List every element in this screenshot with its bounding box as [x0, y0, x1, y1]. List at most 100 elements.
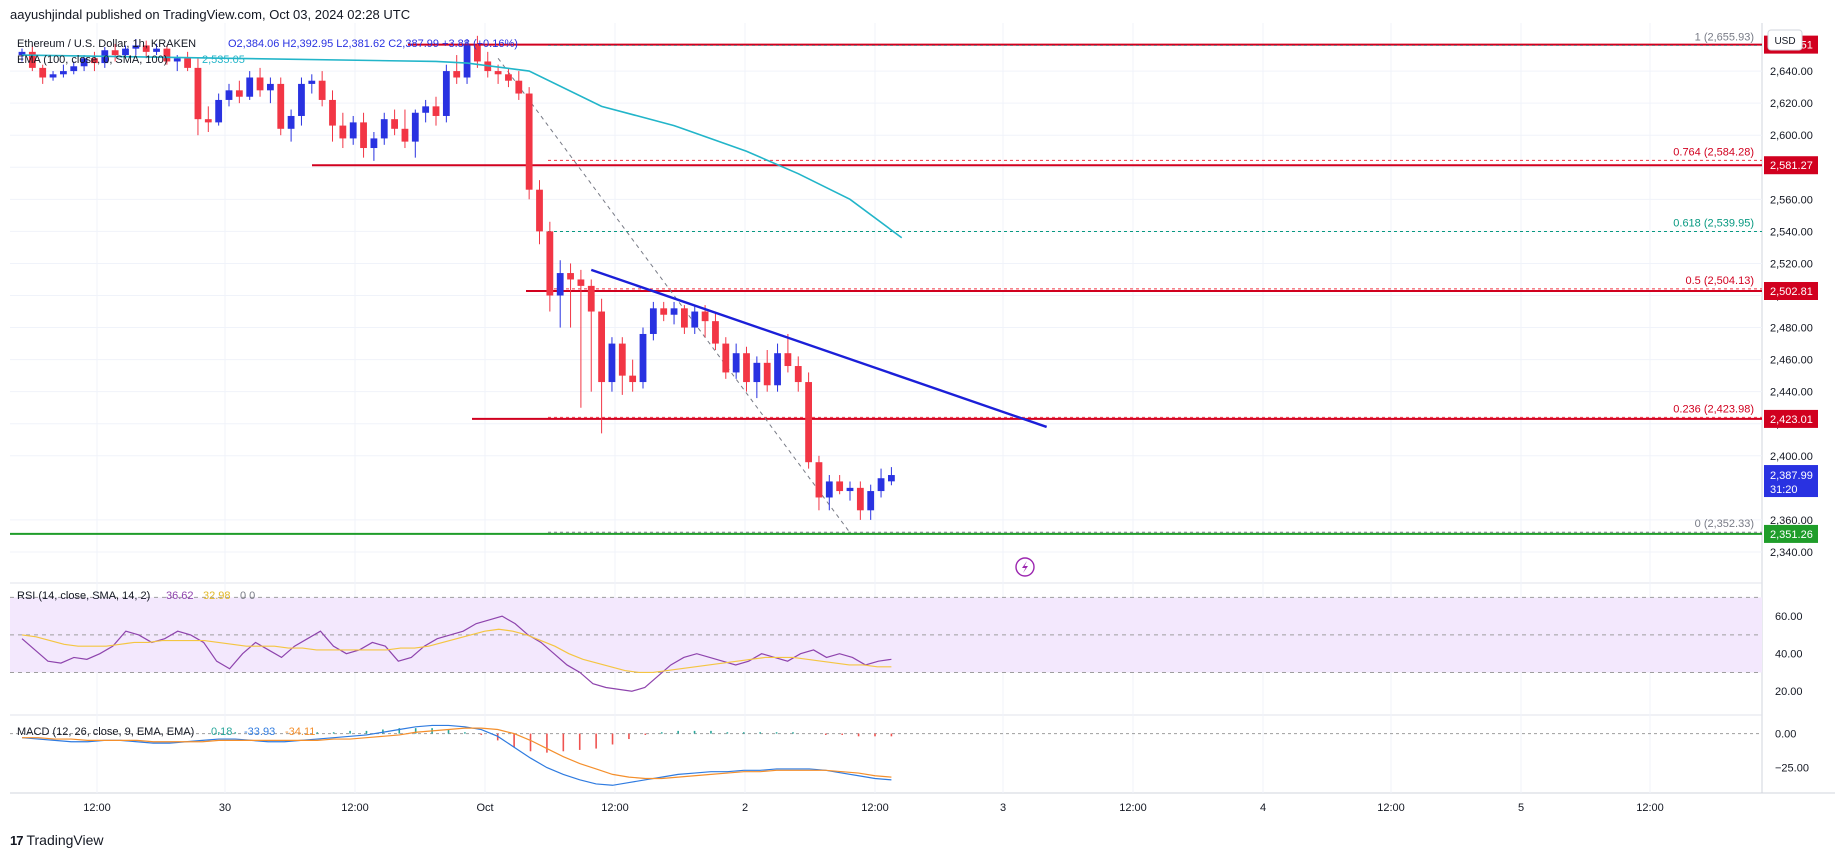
candle-body	[287, 115, 295, 129]
candle-body	[546, 231, 554, 296]
candle-body	[784, 353, 792, 367]
price-tick-label: 2,400.00	[1770, 451, 1813, 463]
legend-rsi-value: 36.62	[166, 590, 194, 602]
time-tick-label: 5	[1518, 802, 1524, 814]
candle-body	[49, 74, 57, 78]
trendline[interactable]	[590, 268, 1048, 429]
candle-body	[722, 343, 730, 373]
candle-body	[70, 66, 78, 72]
rsi-sma-line	[21, 628, 892, 674]
publish-line: aayushjindal published on TradingView.co…	[10, 7, 411, 22]
macd-histogram-bar	[857, 733, 860, 737]
currency-button[interactable]: USD	[1767, 29, 1803, 51]
macd-histogram-bar	[447, 729, 450, 734]
candle-body	[163, 48, 171, 62]
candle-body	[743, 353, 750, 383]
candle-body	[298, 83, 305, 116]
price-tick-label: 2,620.00	[1770, 98, 1813, 110]
level-price-label: 2,581.27	[1770, 160, 1813, 172]
time-tick-label: 12:00	[1377, 802, 1405, 814]
candle-body	[763, 362, 771, 386]
time-tick-label: 3	[1000, 802, 1006, 814]
candle-body	[649, 308, 657, 334]
price-tick-label: 2,540.00	[1770, 226, 1813, 238]
macd-histogram-bar	[382, 729, 384, 734]
legend-macd-signal: -34.11	[285, 726, 315, 738]
candle-body	[660, 308, 668, 315]
candle-body	[732, 353, 740, 373]
macd-histogram-bar	[693, 730, 696, 734]
candle-body	[815, 462, 823, 498]
fib-level-label: 0 (2,352.33)	[1695, 518, 1754, 530]
time-tick-label: Oct	[476, 802, 493, 814]
level-price-tag	[1764, 156, 1818, 175]
candle-body	[39, 67, 47, 78]
candle-body	[18, 51, 26, 56]
candle-body	[318, 80, 326, 100]
countdown-label: 31:20	[1770, 484, 1798, 496]
price-tick-label: 2,440.00	[1770, 387, 1813, 399]
candle-body	[867, 491, 875, 511]
macd-histogram-bar	[546, 733, 548, 753]
candle-body	[246, 77, 254, 97]
macd-histogram-bar	[775, 732, 778, 734]
candle-body	[794, 366, 802, 383]
price-tick-label: 2,640.00	[1770, 66, 1813, 78]
tradingview-brand: TradingView	[26, 832, 104, 848]
time-tick-label: 30	[219, 802, 231, 814]
time-tick-label: 12:00	[1636, 802, 1664, 814]
macd-histogram-bar	[874, 733, 876, 737]
candle-body	[432, 106, 440, 116]
candle-body	[442, 71, 450, 116]
candle-body	[142, 45, 150, 52]
candle-body	[681, 308, 688, 328]
horizontal-levels	[10, 43, 1762, 535]
legend-ema-label: EMA (100, close, 0, SMA, 100)	[17, 54, 167, 66]
legend-macd-label: MACD (12, 26, close, 9, EMA, EMA)	[17, 726, 194, 738]
candle-body	[422, 106, 430, 113]
lightning-icon[interactable]	[1015, 557, 1035, 577]
candle-body	[122, 48, 129, 56]
macd-histogram-bar	[595, 733, 597, 749]
rsi-tick-label: 60.00	[1775, 611, 1803, 623]
time-tick-label: 2	[742, 802, 748, 814]
price-axis[interactable]: 2,340.002,360.002,400.002,420.002,440.00…	[1764, 35, 1818, 775]
macd-histogram-bar	[841, 733, 843, 735]
legend-ohlc: O2,384.06 H2,392.95 L2,381.62 C2,387.99 …	[228, 38, 518, 50]
candle-body	[691, 311, 699, 328]
candle-body	[277, 83, 285, 129]
macd-histogram-bar	[710, 730, 712, 734]
price-tick-label: 2,460.00	[1770, 355, 1813, 367]
current-price-tag	[1764, 465, 1818, 498]
candle-body	[173, 58, 181, 62]
tradingview-mark-icon: 17	[10, 832, 24, 848]
macd-histogram-bar	[644, 733, 647, 735]
candle-body	[60, 71, 67, 75]
fib-level-label: 0.236 (2,423.98)	[1673, 403, 1754, 415]
macd-histogram-bar	[578, 733, 581, 750]
candle-body	[339, 125, 347, 139]
chart-background	[10, 23, 1762, 793]
macd-histogram-bar	[480, 733, 483, 735]
tradingview-logo[interactable]: 17 TradingView	[10, 832, 104, 848]
candle-body	[505, 74, 512, 81]
candle-body	[587, 285, 595, 312]
legend-symbol: Ethereum / U.S. Dollar, 1h, KRAKEN	[17, 38, 196, 50]
time-tick-label: 12:00	[83, 802, 111, 814]
ema-line	[21, 54, 903, 239]
fib-level-label: 1 (2,655.93)	[1695, 32, 1754, 44]
time-axis[interactable]: 12:00 30 12:00 Oct 12:00 2 12:00 3 12:00 4 12:00 5 1…	[83, 802, 1664, 814]
candle-body	[712, 321, 719, 344]
candle-body	[235, 90, 243, 97]
fibonacci-retracement: 1 (2,655.93) 0.764 (2,584.28) 0.618 (2,539…	[497, 32, 1762, 534]
macd-histogram-bar	[742, 732, 745, 734]
candle-body	[825, 481, 833, 498]
time-tick-label: 12:00	[1119, 802, 1147, 814]
price-tick-label: 2,520.00	[1770, 258, 1813, 270]
level-price-label: 2,423.01	[1770, 414, 1813, 426]
macd-pane	[10, 724, 1762, 786]
macd-histogram-bar	[628, 733, 630, 740]
macd-signal-line	[22, 727, 892, 780]
candle-body	[184, 58, 191, 68]
